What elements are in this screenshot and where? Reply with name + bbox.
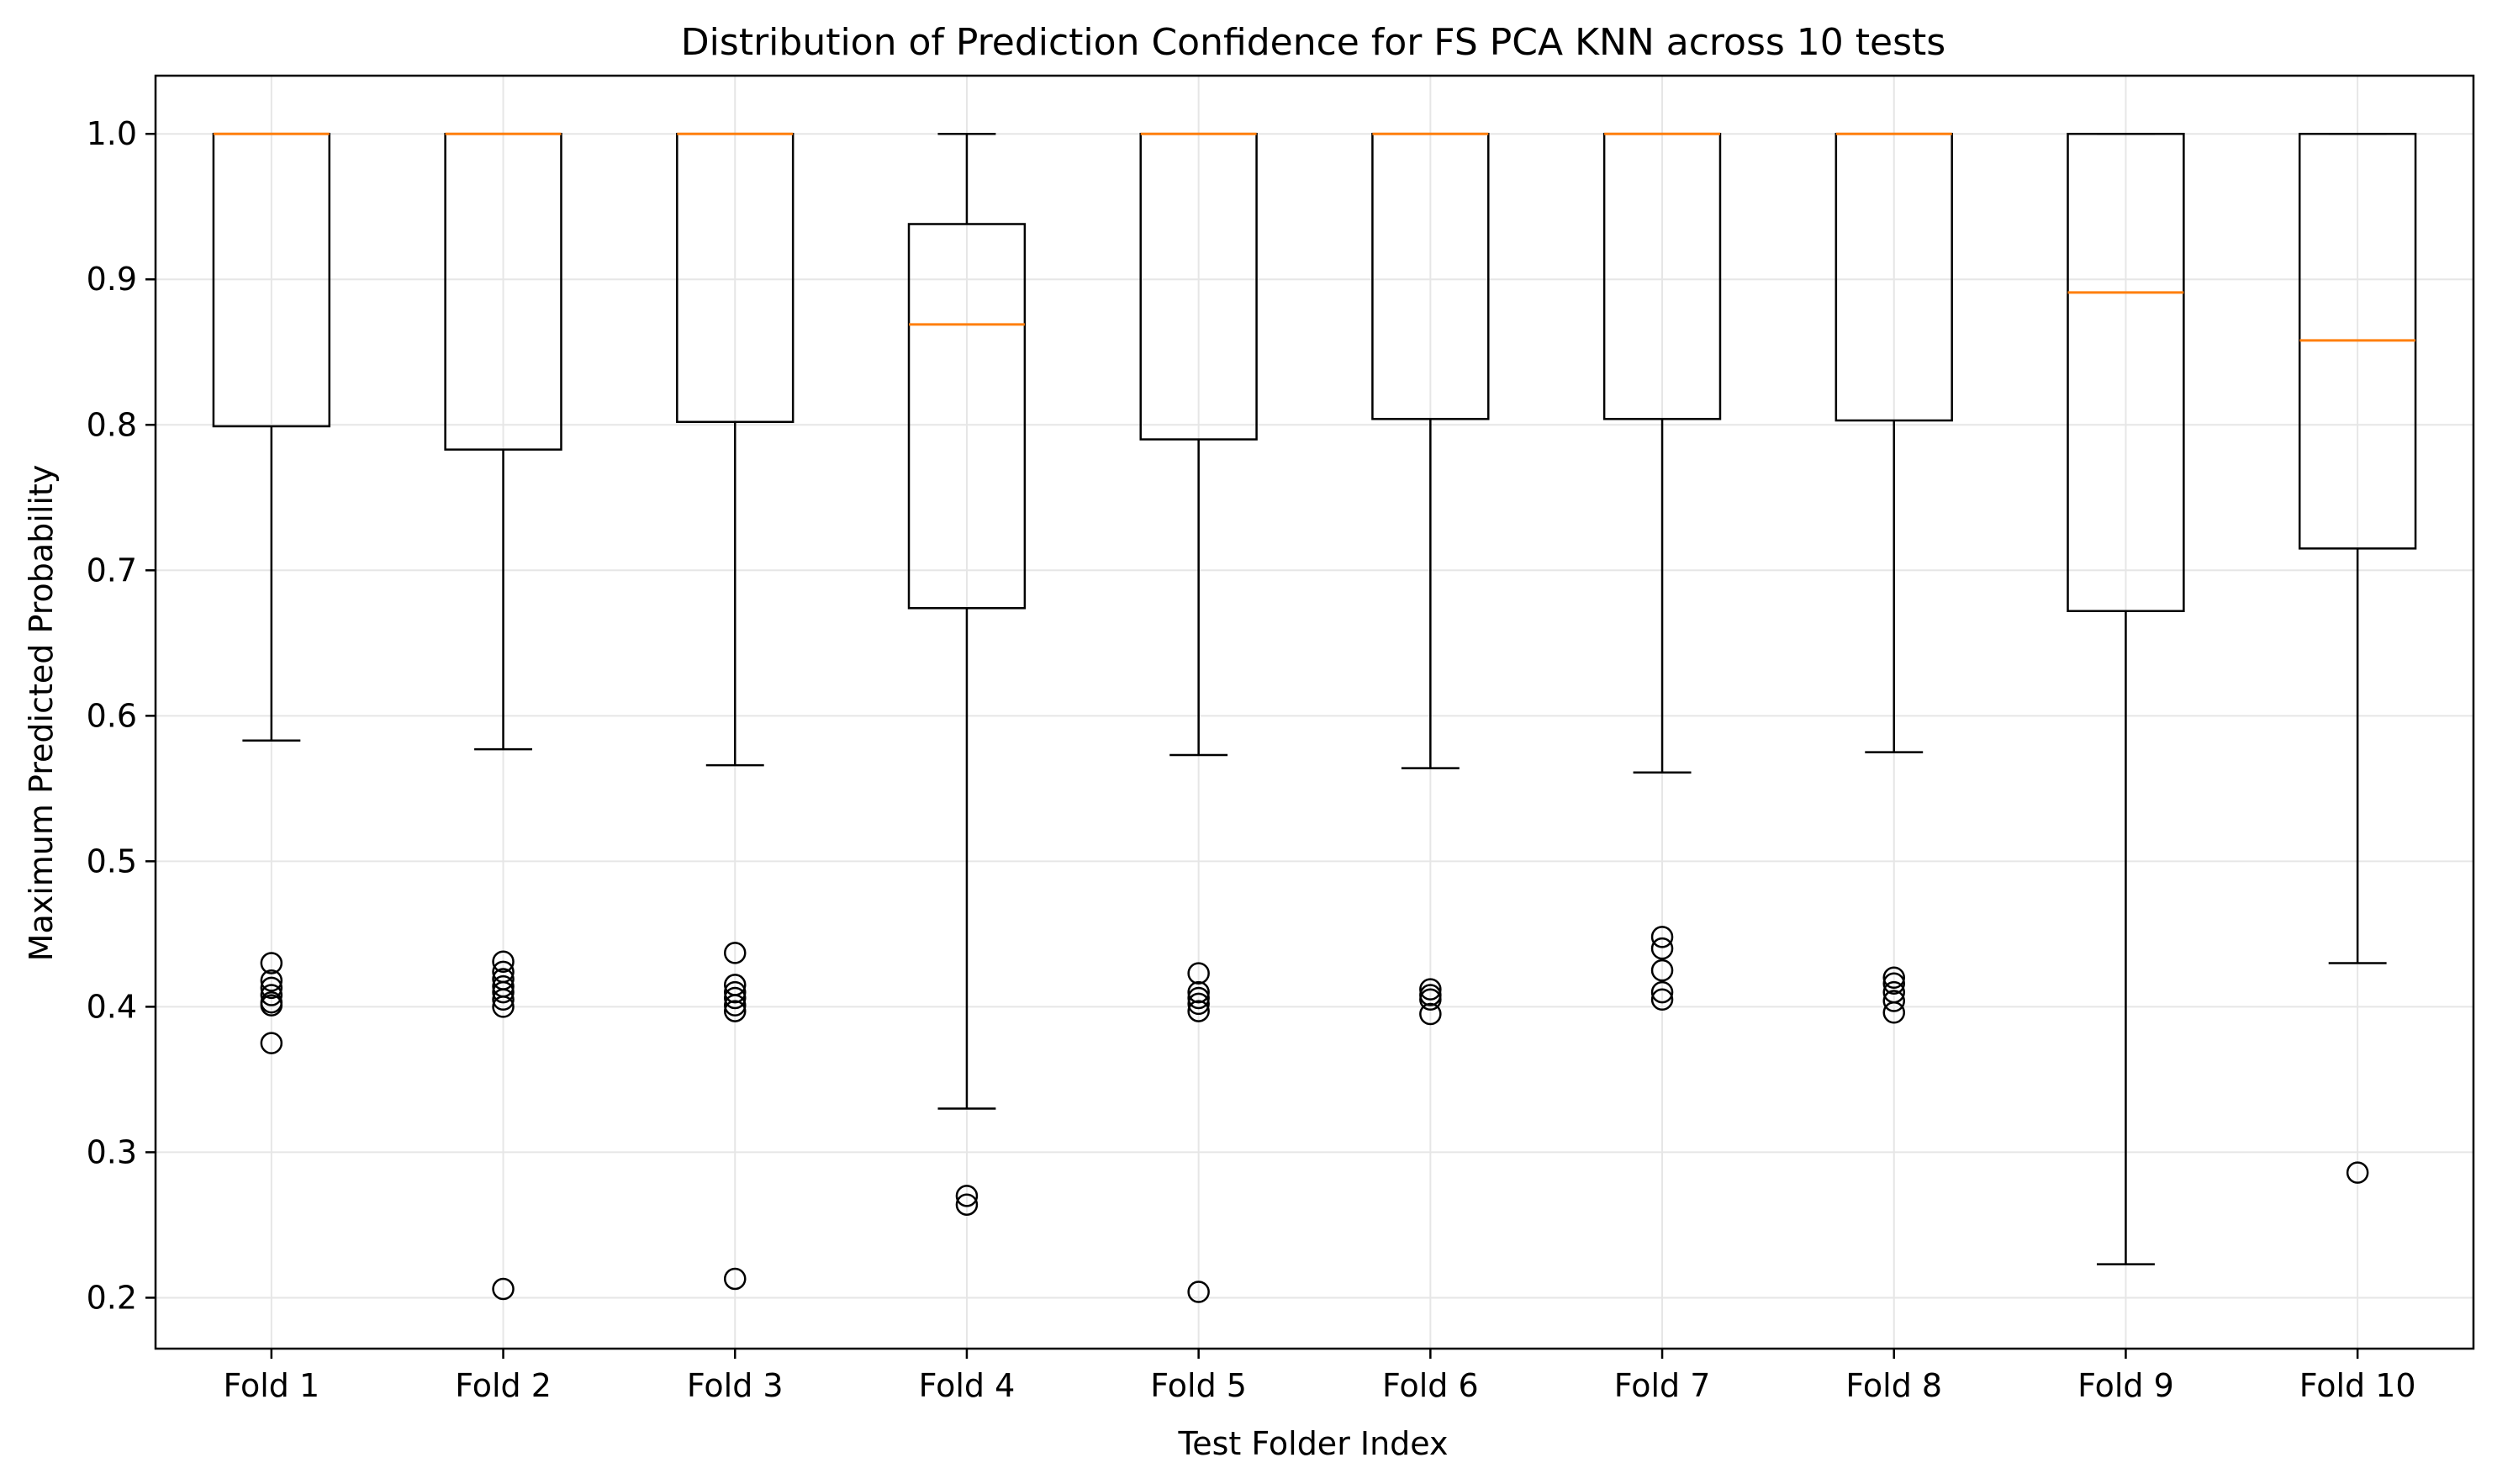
- outlier-point: [955, 1185, 979, 1207]
- y-tick-label: 0.4: [87, 988, 137, 1025]
- box-layer: [212, 132, 2417, 1303]
- x-tick-label: Fold 3: [687, 1367, 784, 1404]
- plot-frame: [154, 74, 2475, 1350]
- box-8: [1834, 132, 1953, 1024]
- y-axis-label: Maximum Predicted Probability: [23, 465, 60, 962]
- box-2: [444, 132, 562, 1301]
- outlier-point: [2346, 1161, 2369, 1184]
- x-tick-label: Fold 1: [224, 1367, 320, 1404]
- x-axis-label: Test Folder Index: [1177, 1425, 1448, 1462]
- outlier-point: [1650, 988, 1674, 1011]
- outlier-point: [1650, 980, 1674, 1004]
- outlier-point: [724, 994, 747, 1017]
- outlier-point: [492, 995, 515, 1018]
- box-5: [1139, 132, 1258, 1303]
- outlier-point: [260, 984, 283, 1006]
- y-tick-label: 0.8: [87, 406, 137, 443]
- outlier-point: [1419, 1002, 1442, 1026]
- outlier-point: [724, 942, 747, 964]
- outlier-point: [492, 1277, 515, 1301]
- box-1: [212, 132, 331, 1054]
- outlier-point: [1187, 1000, 1210, 1022]
- box-9: [2067, 132, 2185, 1265]
- outlier-point: [724, 1000, 747, 1022]
- box-10: [2298, 132, 2417, 1184]
- outlier-point: [1419, 978, 1442, 1001]
- x-tick-label: Fold 7: [1614, 1367, 1711, 1404]
- outlier-point: [260, 994, 283, 1017]
- y-tick-label: 0.5: [87, 842, 137, 879]
- outlier-point: [1650, 937, 1674, 960]
- chart-title: Distribution of Prediction Confidence fo…: [681, 21, 1945, 64]
- outlier-point: [1882, 972, 1905, 995]
- x-tick-label: Fold 2: [455, 1367, 552, 1404]
- outlier-point: [492, 980, 515, 1004]
- y-tick-label: 0.7: [87, 552, 137, 589]
- x-tick-label: Fold 4: [919, 1367, 1016, 1404]
- outlier-point: [1650, 959, 1674, 982]
- outlier-point: [492, 950, 515, 973]
- box-iqr: [907, 223, 1027, 610]
- outlier-point: [1187, 992, 1210, 1016]
- outlier-point: [492, 988, 515, 1011]
- x-tick-label: Fold 8: [1845, 1367, 1942, 1404]
- box-4: [907, 132, 1027, 1216]
- box-3: [676, 132, 794, 1291]
- outlier-point: [724, 986, 747, 1010]
- outlier-point: [260, 1032, 283, 1054]
- outlier-point: [1419, 988, 1442, 1011]
- outlier-point: [1882, 1001, 1905, 1024]
- x-tick-label: Fold 10: [2299, 1367, 2416, 1404]
- outlier-point: [1187, 980, 1210, 1004]
- x-tick-label: Fold 6: [1382, 1367, 1479, 1404]
- outlier-point: [1882, 966, 1905, 990]
- box-iqr: [2067, 132, 2185, 612]
- y-tick-label: 0.6: [87, 697, 137, 734]
- y-tick-label: 0.2: [87, 1279, 137, 1316]
- outlier-point: [260, 976, 283, 1000]
- outlier-point: [260, 952, 283, 974]
- y-tick-label: 1.0: [87, 115, 137, 152]
- outlier-point: [1187, 962, 1210, 985]
- y-tick-label: 0.9: [87, 261, 137, 298]
- tick-layer: 0.2 0.3 0.4 0.5 0.6 0.7 0.8 0.9 1.0 Fold 1 Fold 2 F…: [87, 115, 2416, 1404]
- outlier-point: [1650, 926, 1674, 948]
- y-tick-label: 0.3: [87, 1133, 137, 1170]
- box-6: [1371, 132, 1490, 1026]
- box-7: [1602, 132, 1722, 1011]
- x-tick-label: Fold 5: [1150, 1367, 1247, 1404]
- outlier-point: [260, 969, 283, 992]
- outlier-point: [1187, 1281, 1210, 1303]
- x-tick-label: Fold 9: [2077, 1367, 2174, 1404]
- outlier-point: [1187, 986, 1210, 1010]
- outlier-point: [1882, 990, 1905, 1012]
- outlier-point: [724, 1267, 747, 1291]
- outlier-point: [724, 980, 747, 1004]
- outlier-point: [955, 1193, 979, 1216]
